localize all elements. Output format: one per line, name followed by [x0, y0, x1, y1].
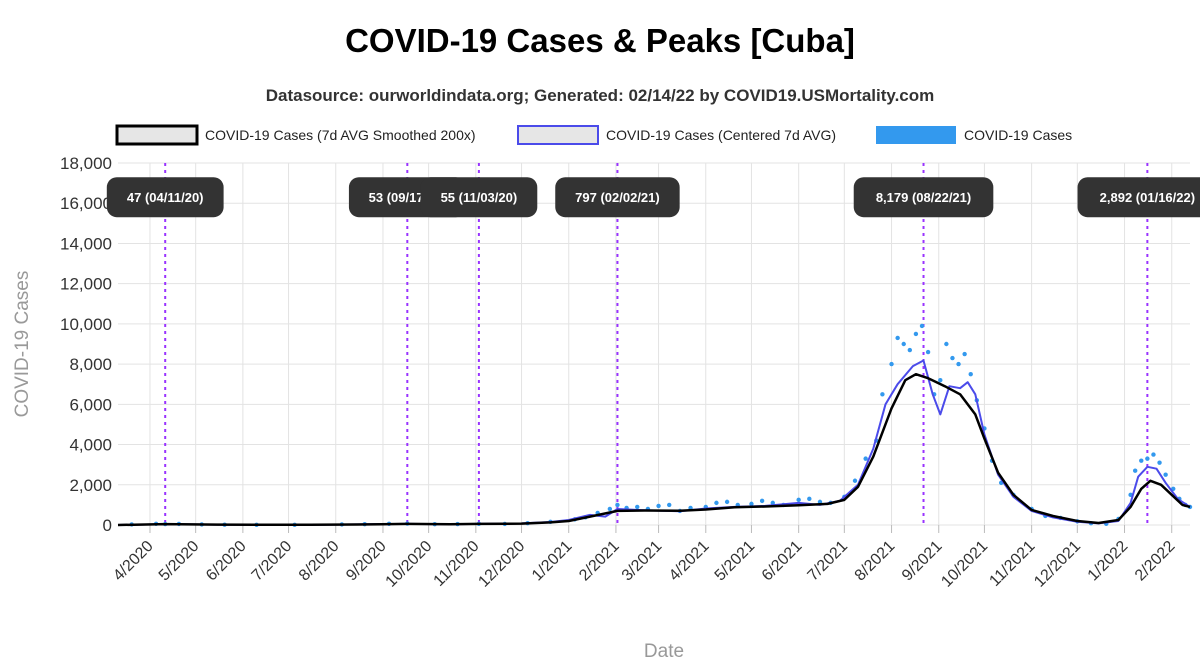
- peak-label-text: 55 (11/03/20): [441, 190, 518, 205]
- cases-point: [968, 371, 973, 377]
- legend-label-centered: COVID-19 Cases (Centered 7d AVG): [606, 127, 836, 143]
- legend-item-centered[interactable]: COVID-19 Cases (Centered 7d AVG): [517, 125, 836, 145]
- y-tick-label: 2,000: [69, 476, 112, 495]
- y-tick-label: 14,000: [60, 234, 112, 253]
- x-tick-label: 4/2021: [666, 538, 713, 585]
- x-tick-label: 11/2020: [431, 538, 483, 590]
- legend-label-smoothed: COVID-19 Cases (7d AVG Smoothed 200x): [205, 127, 476, 143]
- y-tick-label: 10,000: [60, 315, 112, 334]
- cases-point: [1163, 472, 1168, 477]
- cases-point: [1132, 468, 1138, 473]
- legend: COVID-19 Cases (7d AVG Smoothed 200x) CO…: [115, 124, 1072, 146]
- peak-lines: [164, 163, 1149, 525]
- cases-point: [863, 456, 868, 461]
- y-tick-label: 12,000: [60, 275, 112, 294]
- cases-point: [901, 341, 906, 347]
- x-tick-label: 2/2022: [1132, 538, 1179, 585]
- cases-point: [656, 503, 661, 509]
- peak-labels: 47 (04/11/20) 53 (09/17/20)55 (11/03/20) 7…: [106, 177, 1200, 218]
- grid-lines: [118, 162, 1190, 526]
- cases-point: [724, 499, 730, 505]
- x-tick-label: 1/2021: [529, 538, 576, 585]
- y-axis-title: COVID-19 Cases: [12, 271, 33, 418]
- legend-swatch-centered: [517, 125, 599, 145]
- legend-item-cases[interactable]: COVID-19 Cases: [876, 126, 1072, 144]
- cases-point: [770, 500, 775, 506]
- cases-point: [944, 341, 949, 347]
- centered-line: [117, 359, 1191, 526]
- cases-point: [880, 392, 885, 397]
- cases-point: [889, 361, 894, 367]
- peak-label-text: 797 (02/02/21): [575, 190, 660, 205]
- cases-point: [807, 496, 812, 502]
- cases-point: [956, 361, 961, 367]
- cases-point: [796, 497, 801, 503]
- x-tick-label: 10/2021: [938, 538, 991, 591]
- y-tick-label: 0: [103, 516, 112, 535]
- legend-swatch-smoothed: [115, 124, 199, 146]
- x-axis-title: Date: [644, 641, 684, 662]
- peak-label-text: 2,892 (01/16/22): [1100, 190, 1195, 205]
- legend-swatch-cases: [876, 126, 956, 144]
- cases-point: [913, 331, 919, 337]
- x-tick-label: 8/2021: [852, 538, 899, 585]
- series-centered: [117, 359, 1191, 526]
- cases-point: [667, 502, 672, 508]
- cases-point: [635, 504, 640, 510]
- x-tick-label: 5/2020: [156, 538, 203, 585]
- cases-point: [852, 478, 858, 483]
- x-tick-label: 5/2021: [712, 538, 759, 585]
- peak-label-text: 47 (04/11/20): [127, 190, 204, 205]
- cases-point: [615, 502, 620, 508]
- peak-label-box: [555, 177, 680, 218]
- cases-point: [895, 335, 900, 341]
- cases-point: [749, 501, 754, 507]
- cases-point: [925, 349, 931, 355]
- cases-point: [714, 500, 719, 506]
- x-tick-label: 1/2022: [1085, 538, 1132, 585]
- peak-label-box: [1077, 177, 1200, 218]
- peak-label-box: [853, 177, 994, 218]
- x-tick-label: 11/2021: [986, 538, 1038, 590]
- y-axis: 0 2,000 4,000 6,000 8,000 10,000 12,000 14,000 1…: [60, 154, 112, 535]
- cases-point: [950, 355, 955, 361]
- cases-point: [962, 351, 967, 357]
- cases-point: [907, 347, 913, 353]
- x-tick-label: 2/2021: [576, 538, 623, 585]
- cases-point: [1139, 458, 1144, 463]
- peak-label-box: [420, 177, 538, 218]
- chart-subtitle: Datasource: ourworldindata.org; Generate…: [265, 86, 935, 105]
- x-axis: 4/2020 5/2020 6/2020 7/2020 8/2020 9/202010/2…: [110, 525, 1179, 591]
- x-tick-label: 10/2020: [383, 538, 436, 591]
- x-tick-label: 12/2021: [1031, 538, 1084, 591]
- legend-item-smoothed[interactable]: COVID-19 Cases (7d AVG Smoothed 200x): [115, 124, 476, 146]
- y-tick-label: 8,000: [69, 355, 112, 374]
- x-tick-label: 12/2020: [475, 538, 528, 591]
- cases-point: [607, 506, 613, 512]
- x-tick-label: 3/2021: [619, 538, 666, 585]
- x-tick-label: 7/2021: [805, 538, 852, 585]
- x-tick-label: 8/2020: [296, 538, 343, 585]
- cases-point: [938, 378, 943, 383]
- peak-label-text: 8,179 (08/22/21): [876, 190, 971, 205]
- cases-point: [919, 323, 925, 329]
- y-tick-label: 18,000: [60, 154, 112, 173]
- smoothed-line: [117, 372, 1191, 527]
- chart-title: COVID-19 Cases & Peaks [Cuba]: [345, 22, 855, 59]
- x-tick-label: 4/2020: [110, 538, 157, 585]
- cases-point: [1151, 452, 1156, 457]
- cases-point: [1157, 460, 1162, 465]
- x-tick-label: 6/2020: [203, 538, 250, 585]
- y-tick-label: 6,000: [69, 395, 112, 414]
- y-tick-label: 16,000: [60, 194, 112, 213]
- series-smoothed: [117, 372, 1191, 527]
- cases-point: [759, 498, 765, 504]
- y-tick-label: 4,000: [69, 436, 112, 455]
- cases-point: [1145, 456, 1150, 461]
- peak-label-box: [106, 177, 224, 218]
- legend-label-cases: COVID-19 Cases: [964, 127, 1072, 143]
- x-tick-label: 7/2020: [249, 538, 296, 585]
- x-tick-label: 6/2021: [759, 538, 806, 585]
